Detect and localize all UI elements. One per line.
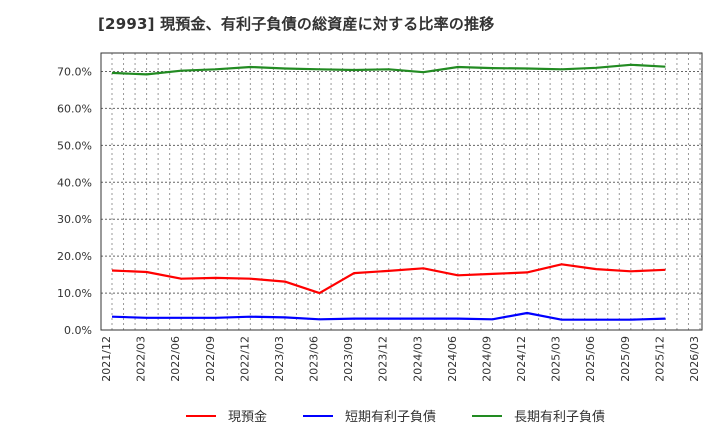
x-tick-label: 2025/03 [550, 336, 563, 382]
y-tick-label: 30.0% [57, 213, 92, 226]
x-tick-label: 2022/12 [238, 336, 251, 382]
x-tick-label: 2026/03 [688, 336, 701, 382]
grid-lines [101, 53, 702, 331]
legend-item-short-term-debt: 短期有利子負債 [303, 406, 436, 425]
y-tick-label: 0.0% [64, 324, 92, 337]
chart-title: [2993] 現預金、有利子負債の総資産に対する比率の推移 [98, 15, 495, 33]
y-tick-label: 50.0% [57, 139, 92, 152]
x-tick-label: 2022/09 [204, 336, 217, 382]
legend-label: 現預金 [228, 410, 268, 425]
x-tick-label: 2023/03 [273, 336, 286, 382]
x-tick-label: 2022/03 [135, 336, 148, 382]
x-tick-label: 2021/12 [100, 336, 113, 382]
x-tick-label: 2024/09 [480, 336, 493, 382]
y-tick-label: 40.0% [57, 176, 92, 189]
x-tick-label: 2025/06 [584, 336, 597, 382]
y-tick-label: 20.0% [57, 250, 92, 263]
plot-frame [100, 52, 703, 331]
x-axis-ticks: 2021/12 2022/03 2022/06 2022/09 2022/12 2023/… [100, 336, 701, 382]
y-axis-ticks: 0.0% 10.0% 20.0% 30.0% 40.0% 50.0% 60.0% 70.0% [57, 65, 92, 337]
series-line [111, 63, 666, 76]
x-tick-label: 2023/09 [342, 336, 355, 382]
legend-label: 短期有利子負債 [345, 410, 437, 425]
y-tick-label: 60.0% [57, 102, 92, 115]
x-tick-label: 2024/03 [411, 336, 424, 382]
series-lines [111, 63, 666, 321]
x-tick-label: 2023/06 [308, 336, 321, 382]
legend-swatch-blue [303, 414, 334, 417]
legend-item-long-term-debt: 長期有利子負債 [472, 406, 605, 425]
legend-swatch-green [472, 414, 503, 417]
series-line [111, 263, 666, 295]
x-tick-label: 2024/06 [446, 336, 459, 382]
x-tick-label: 2025/09 [619, 336, 632, 382]
series-line [111, 311, 666, 321]
legend: 現預金 短期有利子負債 長期有利子負債 [186, 406, 605, 425]
x-tick-label: 2022/06 [169, 336, 182, 382]
legend-label: 長期有利子負債 [514, 410, 606, 425]
y-tick-label: 70.0% [57, 65, 92, 78]
legend-swatch-red [186, 414, 216, 417]
x-tick-label: 2025/12 [653, 336, 666, 382]
legend-item-cash: 現預金 [186, 406, 267, 425]
x-tick-label: 2023/12 [377, 336, 390, 382]
y-tick-label: 10.0% [57, 287, 92, 300]
x-tick-label: 2024/12 [515, 336, 528, 382]
